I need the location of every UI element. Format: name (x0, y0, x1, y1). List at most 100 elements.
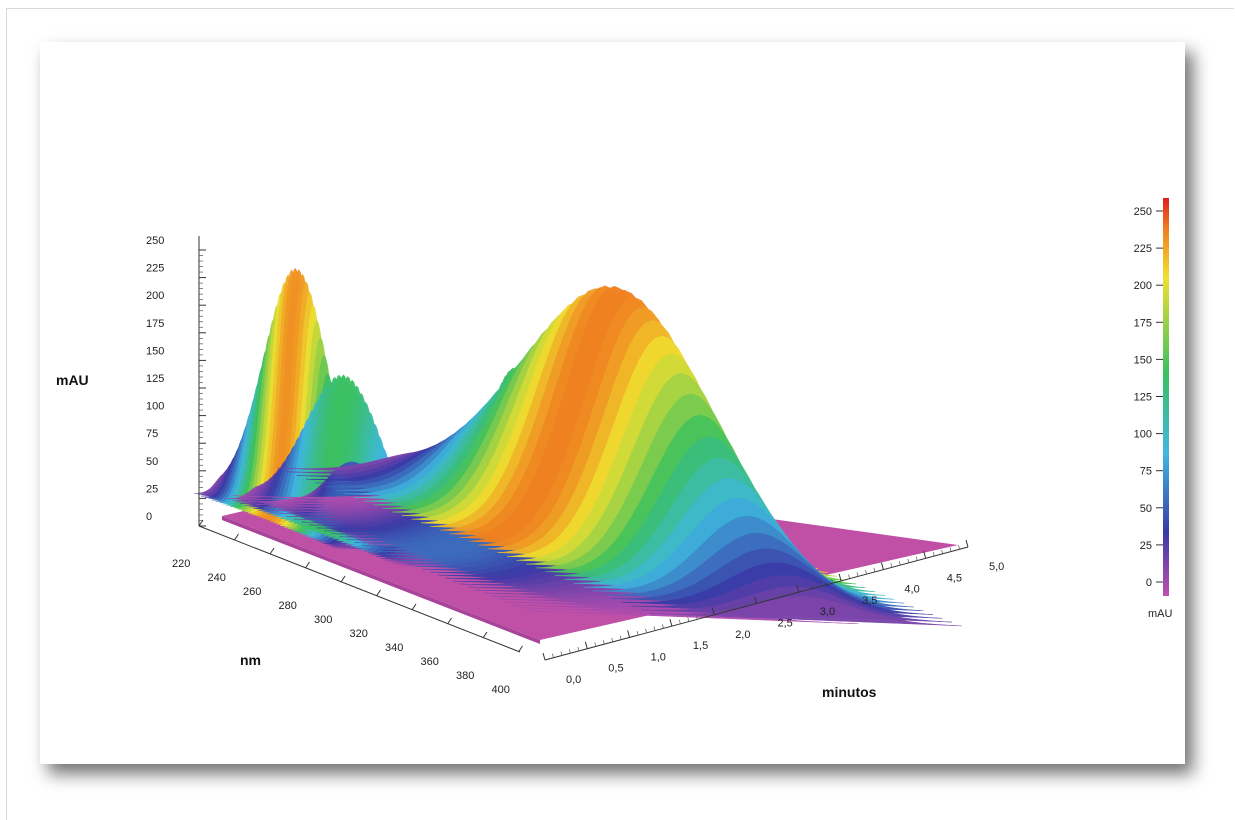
time-minor-tick (611, 637, 614, 643)
time-minor-tick (619, 635, 622, 640)
time-minor-tick (687, 617, 690, 622)
time-minor-tick (941, 549, 943, 554)
time-tick (627, 630, 631, 638)
time-minor-tick (789, 590, 791, 595)
time-tick-label: 0,5 (608, 663, 623, 675)
time-minor-tick (831, 579, 833, 584)
time-minor-tick (746, 601, 749, 606)
time-minor-tick (763, 597, 766, 602)
time-minor-tick (848, 574, 850, 579)
time-tick (711, 607, 715, 615)
time-tick-label: 0,0 (566, 674, 581, 686)
z-tick-label: 175 (146, 318, 164, 330)
time-minor-tick (560, 651, 563, 656)
nm-tick (198, 519, 204, 527)
time-minor-tick (636, 631, 639, 636)
colorbar-tick-label: 50 (1140, 503, 1152, 515)
z-tick-label: 200 (146, 290, 164, 302)
nm-tick (482, 631, 488, 639)
time-minor-tick (780, 592, 783, 597)
time-tick (796, 585, 800, 593)
nm-tick (340, 575, 346, 583)
time-minor-tick (594, 642, 597, 647)
colorbar-tick-label: 25 (1140, 540, 1152, 552)
z-tick-label: 250 (146, 235, 164, 247)
time-tick-label: 3,5 (862, 595, 877, 607)
nm-tick (376, 589, 381, 597)
time-tick (923, 551, 927, 559)
time-minor-tick (814, 583, 817, 588)
colorbar-label: mAU (1148, 608, 1173, 620)
z-tick-label: 150 (146, 345, 164, 357)
nm-tick-label: 380 (456, 670, 474, 682)
peak-6 (277, 285, 962, 627)
time-tick (965, 539, 969, 548)
z-tick-label: 100 (146, 401, 164, 413)
time-minor-tick (865, 570, 867, 575)
nm-tick-label: 400 (492, 684, 510, 696)
nm-tick-label: 340 (385, 642, 403, 654)
time-tick-label: 1,5 (693, 640, 708, 652)
time-minor-tick (679, 619, 681, 624)
time-minor-tick (898, 560, 901, 566)
colorbar (1163, 198, 1169, 596)
time-minor-tick (772, 594, 774, 600)
z-tick-label: 25 (146, 483, 158, 495)
nm-tick (447, 617, 452, 625)
nm-tick-label: 300 (314, 614, 332, 626)
time-tick (542, 652, 546, 661)
time-minor-tick (645, 628, 647, 633)
nm-tick (518, 645, 523, 653)
time-minor-tick (907, 558, 910, 563)
time-minor-tick (729, 606, 732, 611)
z-axis-title: mAU (56, 372, 89, 388)
time-tick-label: 2,5 (778, 618, 793, 630)
time-minor-tick (569, 649, 571, 654)
nm-tick-label: 260 (243, 586, 261, 598)
time-tick-label: 4,5 (947, 572, 962, 584)
time-minor-tick (856, 572, 859, 577)
time-minor-tick (662, 624, 664, 629)
nm-axis-title: nm (240, 652, 261, 668)
time-tick (880, 562, 884, 570)
nm-tick-label: 280 (279, 600, 297, 612)
z-tick-label: 0 (146, 511, 152, 523)
time-minor-tick (890, 563, 893, 568)
time-minor-tick (602, 640, 605, 645)
nm-tick (411, 603, 417, 611)
z-tick-label: 225 (146, 263, 164, 275)
time-minor-tick (932, 551, 935, 557)
time-minor-tick (958, 545, 960, 550)
time-minor-tick (695, 615, 698, 620)
z-tick-label: 50 (146, 456, 158, 468)
time-minor-tick (704, 612, 707, 618)
time-minor-tick (552, 653, 554, 658)
z-tick-label: 75 (146, 428, 158, 440)
time-tick-label: 5,0 (989, 561, 1004, 573)
time-tick-label: 3,0 (820, 606, 835, 618)
time-tick (754, 596, 757, 604)
nm-tick (234, 533, 239, 541)
nm-tick (305, 561, 310, 569)
time-minor-tick (577, 646, 580, 652)
colorbar-tick-label: 150 (1134, 354, 1152, 366)
colorbar-tick-label: 125 (1134, 392, 1152, 404)
time-axis-title: minutos (822, 684, 877, 700)
time-minor-tick (653, 626, 656, 631)
z-tick-label: 125 (146, 373, 164, 385)
nm-axis-line (198, 525, 521, 653)
outer-frame (6, 8, 1234, 820)
time-minor-tick (721, 608, 723, 613)
time-tick (584, 641, 588, 649)
colorbar-tick-label: 100 (1134, 429, 1152, 441)
time-tick (669, 618, 673, 627)
time-tick-label: 4,0 (904, 584, 919, 596)
time-minor-tick (949, 547, 952, 552)
colorbar-tick-label: 250 (1134, 206, 1152, 218)
nm-tick-label: 320 (350, 628, 368, 640)
surface-floor-edge (222, 516, 540, 644)
time-minor-tick (738, 603, 740, 609)
colorbar-tick-label: 200 (1134, 280, 1152, 292)
time-tick (838, 573, 842, 582)
